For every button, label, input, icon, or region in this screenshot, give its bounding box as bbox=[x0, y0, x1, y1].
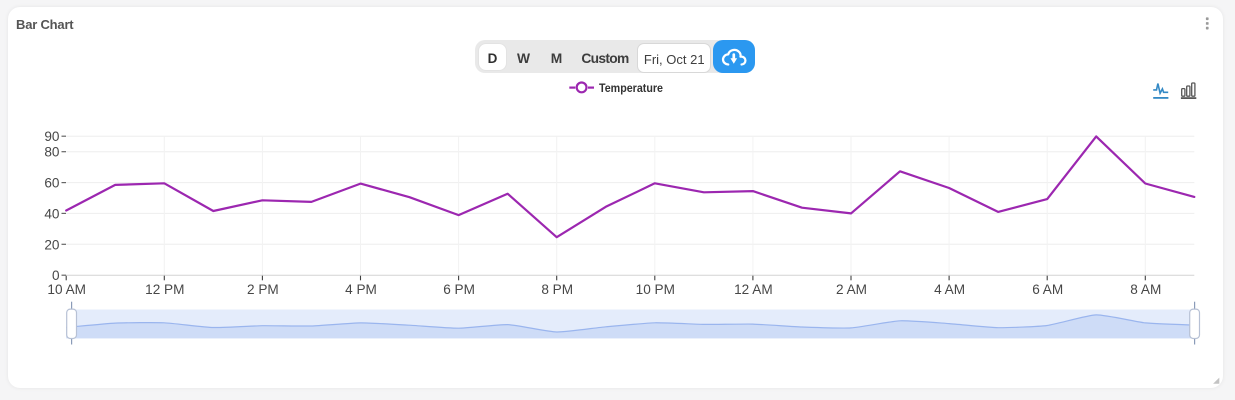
svg-text:60: 60 bbox=[44, 176, 60, 191]
svg-text:40: 40 bbox=[44, 206, 60, 221]
svg-text:12 AM: 12 AM bbox=[734, 282, 773, 297]
svg-text:8 AM: 8 AM bbox=[1130, 282, 1161, 297]
svg-text:90: 90 bbox=[44, 129, 60, 144]
svg-text:12 PM: 12 PM bbox=[145, 282, 184, 297]
svg-text:2 AM: 2 AM bbox=[836, 282, 867, 297]
svg-text:0: 0 bbox=[52, 268, 60, 283]
svg-text:10 PM: 10 PM bbox=[636, 282, 675, 297]
svg-text:20: 20 bbox=[44, 237, 60, 252]
svg-text:Temperature: Temperature bbox=[599, 81, 663, 95]
svg-text:10 AM: 10 AM bbox=[47, 282, 86, 297]
svg-text:4 AM: 4 AM bbox=[934, 282, 965, 297]
svg-text:4 PM: 4 PM bbox=[345, 282, 377, 297]
svg-text:6 PM: 6 PM bbox=[443, 282, 475, 297]
svg-text:8 PM: 8 PM bbox=[541, 282, 573, 297]
svg-text:6 AM: 6 AM bbox=[1032, 282, 1063, 297]
svg-text:2 PM: 2 PM bbox=[247, 282, 279, 297]
svg-text:80: 80 bbox=[44, 145, 60, 160]
